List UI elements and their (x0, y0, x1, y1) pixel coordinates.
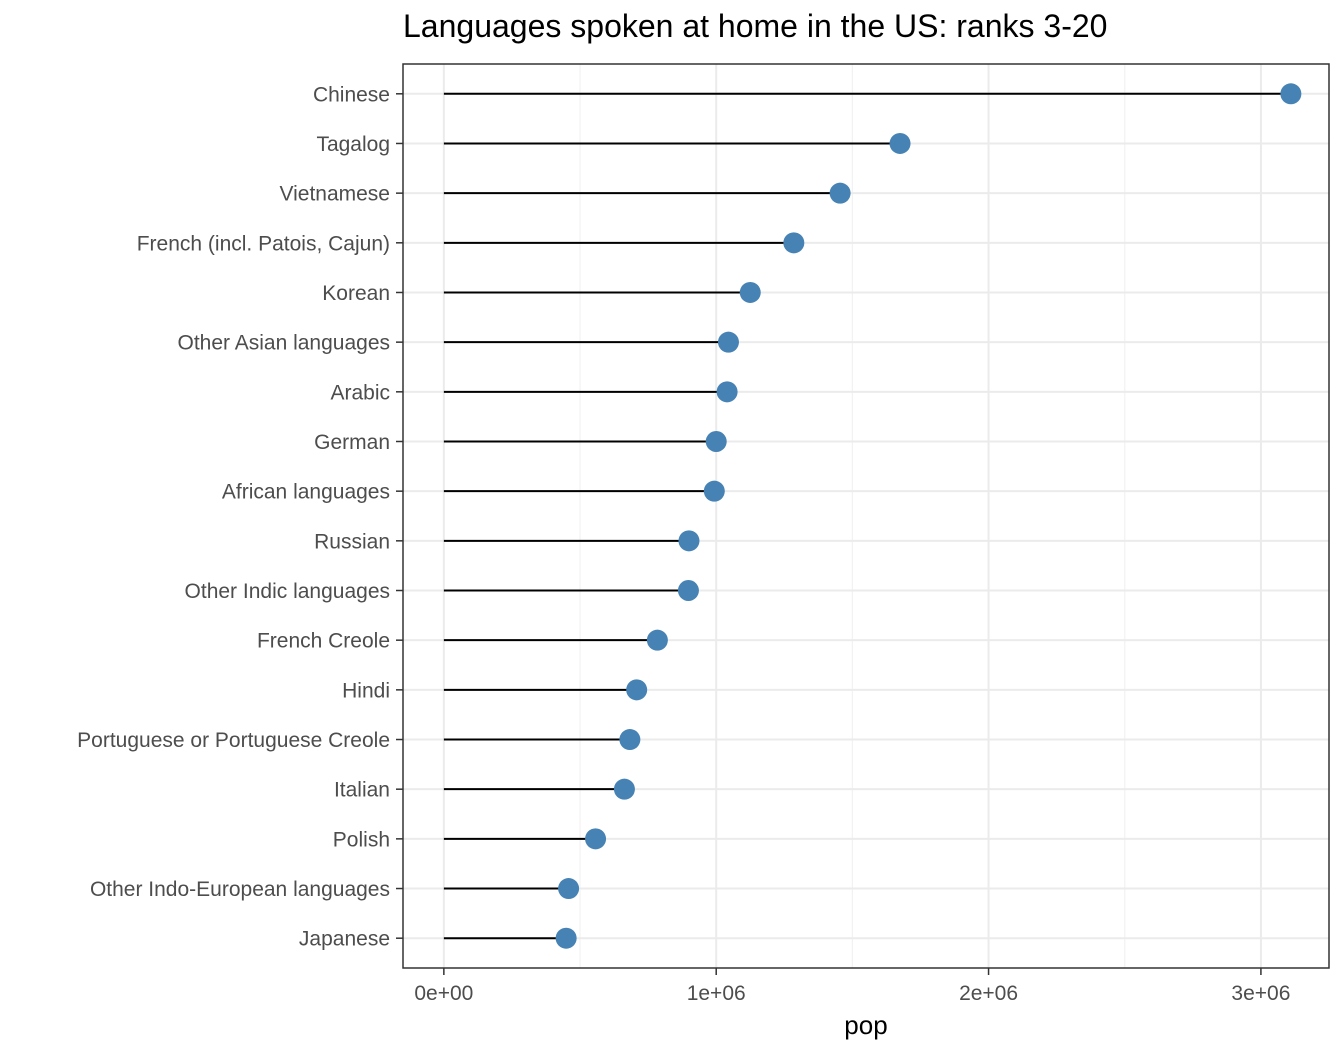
y-tick-label: Other Asian languages (178, 332, 390, 355)
chart-title: Languages spoken at home in the US: rank… (403, 8, 1108, 44)
lollipop-point (889, 132, 911, 154)
y-tick-label: Other Indo-European languages (90, 878, 390, 901)
y-tick-label: French Creole (257, 630, 390, 653)
x-tick-label: 3e+06 (1231, 982, 1290, 1005)
y-tick-label: Russian (314, 530, 390, 553)
lollipop-point (739, 281, 761, 303)
panel-border (402, 63, 1330, 969)
y-tick-label: Other Indic languages (185, 580, 390, 603)
lollipop-point (716, 381, 738, 403)
y-tick-label: Portuguese or Portuguese Creole (77, 729, 390, 752)
y-tick-label: Arabic (330, 381, 390, 404)
lollipop-point (705, 430, 727, 452)
y-tick-label: Japanese (299, 928, 390, 951)
y-tick-label: French (incl. Patois, Cajun) (137, 232, 390, 255)
y-tick-label: African languages (222, 481, 390, 504)
lollipop-point (1280, 83, 1302, 105)
lollipop-point (613, 778, 635, 800)
lollipop-point (646, 629, 668, 651)
y-tick-label: Polish (333, 828, 390, 851)
lollipop-point (677, 580, 699, 602)
y-tick-label: Italian (334, 779, 390, 802)
panel-background (403, 64, 1329, 968)
y-tick-label: Hindi (342, 679, 390, 702)
x-axis-title: pop (844, 1010, 888, 1040)
lollipop-point (703, 480, 725, 502)
y-tick-label: German (314, 431, 390, 454)
x-tick-label: 0e+00 (414, 982, 473, 1005)
lollipop-point (619, 729, 641, 751)
lollipop-point (678, 530, 700, 552)
lollipop-point (585, 828, 607, 850)
x-tick-label: 2e+06 (959, 982, 1018, 1005)
lollipop-point (783, 232, 805, 254)
lollipop-point (717, 331, 739, 353)
y-tick-label: Chinese (313, 83, 390, 106)
y-tick-label: Vietnamese (279, 183, 390, 206)
lollipop-point (555, 927, 577, 949)
y-tick-label: Tagalog (316, 133, 390, 156)
lollipop-point (829, 182, 851, 204)
x-tick-label: 1e+06 (687, 982, 746, 1005)
lollipop-point (626, 679, 648, 701)
lollipop-point (558, 878, 580, 900)
y-tick-label: Korean (322, 282, 390, 305)
